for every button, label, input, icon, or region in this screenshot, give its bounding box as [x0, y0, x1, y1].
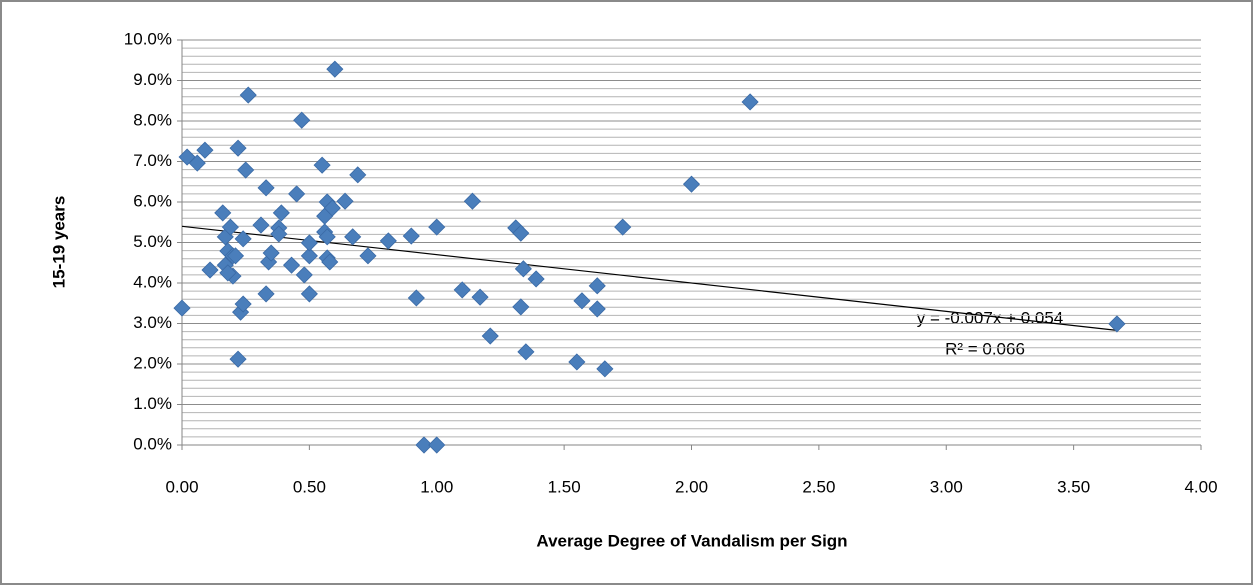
data-point	[288, 185, 306, 203]
trendline	[181, 225, 1117, 331]
data-point	[229, 350, 247, 368]
data-point	[349, 166, 367, 184]
data-point	[201, 261, 219, 279]
x-tick-label: 3.00	[930, 477, 963, 496]
data-point	[568, 353, 586, 371]
data-point	[196, 141, 214, 159]
data-point	[239, 86, 257, 104]
x-axis-label: Average Degree of Vandalism per Sign	[536, 531, 847, 550]
y-tick-label: 7.0%	[133, 151, 172, 170]
y-tick-label: 8.0%	[133, 110, 172, 129]
data-point	[428, 436, 446, 454]
data-point	[415, 436, 433, 454]
data-point	[252, 216, 270, 234]
y-tick-label: 10.0%	[124, 29, 172, 48]
x-tick-label: 2.00	[675, 477, 708, 496]
data-point	[344, 228, 362, 246]
data-point	[481, 327, 499, 345]
data-point	[323, 199, 341, 217]
y-tick-label: 4.0%	[133, 272, 172, 291]
data-point	[512, 224, 530, 242]
data-point	[234, 295, 252, 313]
data-point	[402, 227, 420, 245]
data-point	[282, 256, 301, 274]
data-point	[173, 299, 191, 317]
data-point	[318, 228, 336, 246]
data-point	[326, 60, 344, 78]
data-point	[741, 93, 759, 111]
x-tick-label: 1.50	[548, 477, 581, 496]
trendline-r2: R² = 0.066	[945, 339, 1025, 358]
data-point	[471, 288, 489, 306]
data-point	[270, 225, 288, 243]
data-point	[300, 234, 318, 252]
data-point	[596, 360, 614, 378]
data-point	[272, 204, 290, 222]
data-point	[1108, 315, 1126, 333]
y-tick-label: 5.0%	[133, 232, 172, 251]
y-tick-label: 1.0%	[133, 394, 172, 413]
data-point	[295, 266, 313, 284]
data-point	[226, 247, 245, 265]
data-point	[527, 270, 545, 288]
data-point	[359, 247, 377, 265]
y-tick-label: 6.0%	[133, 191, 172, 210]
data-point	[219, 264, 237, 282]
data-point	[300, 247, 318, 265]
data-point	[234, 230, 252, 248]
data-point	[293, 111, 311, 129]
data-point	[214, 204, 232, 222]
data-point	[257, 179, 275, 197]
x-tick-label: 4.00	[1184, 477, 1217, 496]
data-point	[379, 232, 397, 250]
x-tick-label: 3.50	[1057, 477, 1090, 496]
x-tick-label: 0.50	[293, 477, 326, 496]
data-point	[300, 285, 318, 303]
x-tick-label: 2.50	[802, 477, 835, 496]
data-point	[313, 156, 331, 174]
data-point	[407, 289, 425, 307]
data-point	[682, 175, 701, 193]
data-point	[221, 218, 239, 236]
data-point	[588, 277, 606, 295]
data-point	[229, 139, 247, 157]
data-point	[453, 281, 471, 299]
data-point	[463, 192, 481, 210]
data-point	[428, 218, 446, 236]
y-tick-label: 3.0%	[133, 313, 172, 332]
data-point	[336, 192, 354, 210]
y-axis-label: 15-19 years	[49, 196, 68, 289]
data-point	[517, 343, 535, 361]
data-point	[514, 260, 532, 278]
data-point	[188, 154, 206, 172]
data-point	[512, 298, 530, 316]
data-point	[614, 218, 632, 236]
data-point	[588, 300, 606, 318]
x-tick-label: 0.00	[165, 477, 198, 496]
data-point	[257, 285, 275, 303]
data-point	[262, 244, 280, 262]
data-point	[573, 292, 591, 310]
trendline-equation: y = -0.007x + 0.054	[917, 308, 1064, 327]
y-tick-label: 0.0%	[133, 434, 172, 453]
y-tick-label: 2.0%	[133, 353, 172, 372]
data-point	[237, 161, 255, 179]
x-tick-label: 1.00	[420, 477, 453, 496]
data-point	[321, 253, 339, 271]
y-tick-label: 9.0%	[133, 70, 172, 89]
